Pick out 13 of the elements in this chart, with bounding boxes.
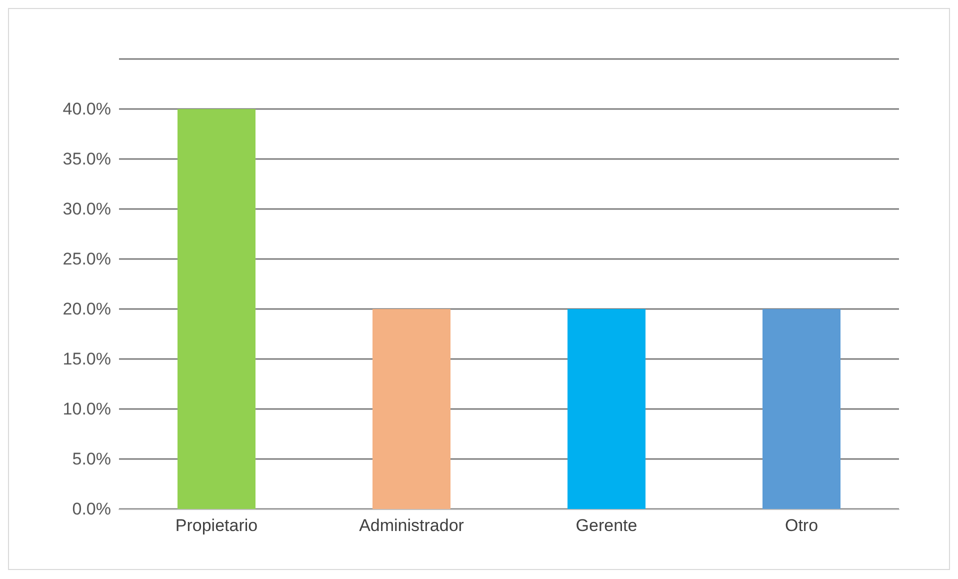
y-tick-label: 5.0% (72, 450, 111, 468)
y-tick-label: 10.0% (62, 400, 111, 418)
y-tick-label: 40.0% (62, 100, 111, 118)
y-tick-label: 0.0% (72, 500, 111, 518)
y-tick-label: 30.0% (62, 200, 111, 218)
x-tick-label: Propietario (175, 516, 258, 535)
x-tick-label: Otro (784, 516, 818, 535)
y-tick-label: 20.0% (62, 300, 111, 318)
y-tick-label: 35.0% (62, 150, 111, 168)
y-tick-label: 25.0% (62, 250, 111, 268)
y-tick-label: 15.0% (62, 350, 111, 368)
x-tick-label: Gerente (576, 516, 638, 535)
x-tick-label: Administrador (359, 516, 464, 535)
